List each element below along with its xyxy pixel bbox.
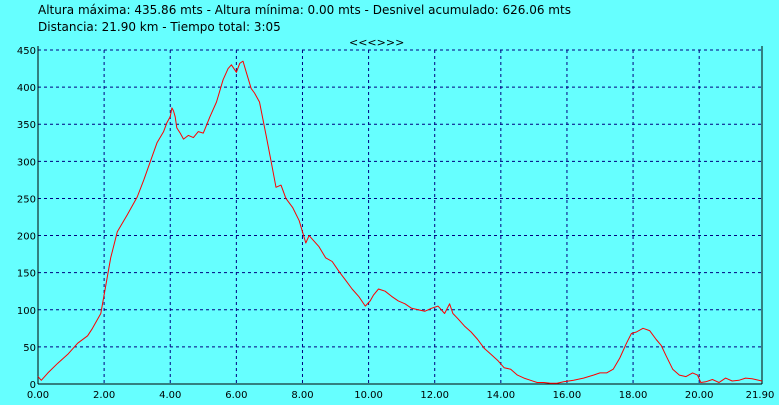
y-tick-label: 250 bbox=[17, 194, 36, 205]
x-tick-label: 0.00 bbox=[27, 390, 49, 401]
x-tick-label: 18.00 bbox=[619, 390, 648, 401]
x-tick-label: 14.00 bbox=[487, 390, 516, 401]
y-tick-label: 50 bbox=[23, 343, 36, 354]
stats-distance-time: Distancia: 21.90 km - Tiempo total: 3:05 bbox=[38, 20, 281, 34]
x-tick-label: 8.00 bbox=[291, 390, 313, 401]
y-tick-label: 0 bbox=[30, 380, 36, 391]
stats-elevation-summary: Altura máxima: 435.86 mts - Altura mínim… bbox=[38, 3, 571, 17]
x-tick-label: 21.90 bbox=[746, 390, 775, 401]
x-tick-label: 10.00 bbox=[354, 390, 383, 401]
y-tick-label: 150 bbox=[17, 269, 36, 280]
x-tick-label: 6.00 bbox=[225, 390, 247, 401]
x-tick-label: 20.00 bbox=[685, 390, 714, 401]
y-tick-labels: 0 50 100 150 200 250 300 350 400 450 bbox=[17, 46, 36, 391]
x-tick-label: 2.00 bbox=[93, 390, 115, 401]
chart-series bbox=[37, 60, 763, 384]
x-tick-label: 12.00 bbox=[420, 390, 449, 401]
chart-grid bbox=[38, 49, 762, 384]
x-tick-label: 4.00 bbox=[159, 390, 181, 401]
x-tick-label: 16.00 bbox=[553, 390, 582, 401]
chart-axes bbox=[37, 46, 763, 385]
elevation-profile-line bbox=[37, 60, 763, 384]
y-tick-label: 200 bbox=[17, 232, 36, 243]
y-tick-label: 300 bbox=[17, 157, 36, 168]
y-tick-label: 450 bbox=[17, 46, 36, 57]
y-tick-label: 100 bbox=[17, 306, 36, 317]
scroll-nav-arrows[interactable]: <<<>>> bbox=[349, 36, 405, 49]
y-tick-label: 400 bbox=[17, 83, 36, 94]
y-tick-label: 350 bbox=[17, 120, 36, 131]
x-tick-labels: 0.00 2.00 4.00 6.00 8.00 10.00 12.00 14.00 16.00… bbox=[27, 390, 774, 401]
